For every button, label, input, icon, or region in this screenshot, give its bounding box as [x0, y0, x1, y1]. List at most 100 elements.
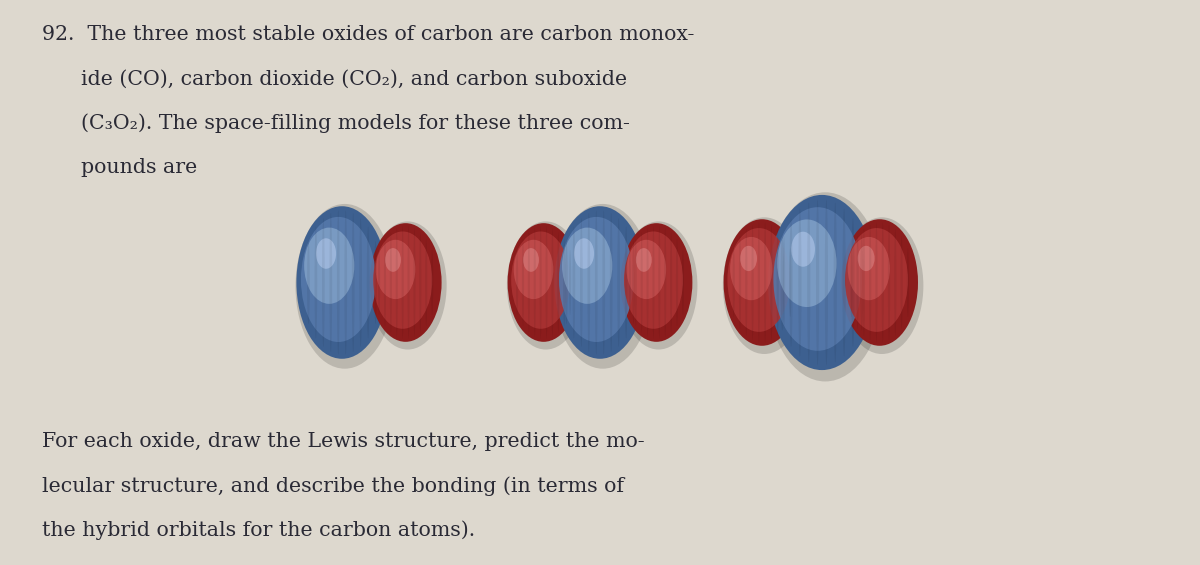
Ellipse shape: [625, 227, 628, 338]
Ellipse shape: [724, 219, 800, 346]
Ellipse shape: [732, 248, 734, 317]
Ellipse shape: [304, 228, 354, 304]
Ellipse shape: [565, 241, 568, 324]
Ellipse shape: [730, 237, 773, 300]
Ellipse shape: [824, 199, 828, 366]
Text: For each oxide, draw the Lewis structure, predict the mo-: For each oxide, draw the Lewis structure…: [42, 432, 644, 451]
Ellipse shape: [301, 217, 376, 342]
Ellipse shape: [764, 223, 767, 342]
Text: (C₃O₂). The space-filling models for these three com-: (C₃O₂). The space-filling models for the…: [42, 114, 630, 133]
Ellipse shape: [647, 228, 649, 337]
Text: ide (CO), carbon dioxide (CO₂), and carbon suboxide: ide (CO), carbon dioxide (CO₂), and carb…: [42, 69, 628, 89]
Ellipse shape: [572, 227, 575, 338]
Ellipse shape: [376, 240, 415, 299]
Ellipse shape: [790, 248, 792, 317]
Ellipse shape: [554, 206, 646, 359]
Ellipse shape: [506, 221, 584, 350]
Ellipse shape: [384, 239, 386, 326]
Ellipse shape: [776, 229, 779, 336]
Ellipse shape: [636, 248, 652, 272]
Ellipse shape: [396, 228, 398, 337]
Ellipse shape: [595, 210, 598, 355]
Ellipse shape: [619, 221, 697, 350]
Ellipse shape: [845, 228, 908, 332]
Ellipse shape: [664, 228, 666, 337]
Ellipse shape: [402, 227, 403, 338]
Ellipse shape: [359, 218, 362, 347]
Ellipse shape: [390, 232, 392, 333]
Ellipse shape: [629, 250, 631, 315]
Ellipse shape: [790, 218, 793, 347]
Ellipse shape: [863, 229, 865, 336]
Ellipse shape: [778, 219, 836, 307]
Ellipse shape: [425, 239, 427, 326]
Ellipse shape: [562, 228, 612, 304]
Ellipse shape: [546, 227, 547, 338]
Ellipse shape: [900, 236, 902, 329]
Ellipse shape: [869, 225, 871, 340]
Ellipse shape: [514, 240, 553, 299]
Ellipse shape: [635, 239, 637, 326]
Ellipse shape: [653, 227, 654, 338]
Ellipse shape: [508, 223, 580, 342]
Ellipse shape: [314, 227, 317, 338]
Ellipse shape: [296, 206, 388, 359]
Ellipse shape: [882, 223, 884, 342]
Ellipse shape: [888, 225, 890, 340]
Ellipse shape: [580, 218, 583, 347]
Ellipse shape: [740, 246, 757, 271]
Ellipse shape: [385, 248, 401, 272]
Ellipse shape: [511, 232, 570, 329]
Ellipse shape: [528, 232, 530, 333]
Ellipse shape: [378, 250, 380, 315]
Ellipse shape: [808, 202, 810, 363]
Ellipse shape: [352, 213, 354, 352]
Ellipse shape: [798, 208, 802, 357]
Ellipse shape: [739, 236, 742, 329]
Ellipse shape: [767, 192, 883, 381]
Ellipse shape: [344, 210, 347, 355]
Ellipse shape: [368, 221, 446, 350]
Ellipse shape: [624, 232, 683, 329]
Ellipse shape: [337, 210, 340, 355]
Ellipse shape: [373, 232, 432, 329]
Ellipse shape: [774, 207, 862, 351]
Ellipse shape: [860, 234, 863, 331]
Ellipse shape: [316, 238, 336, 269]
Ellipse shape: [907, 248, 910, 317]
Ellipse shape: [620, 223, 692, 342]
Ellipse shape: [540, 227, 541, 338]
Ellipse shape: [431, 250, 433, 315]
Ellipse shape: [727, 228, 791, 332]
Ellipse shape: [816, 199, 820, 366]
Ellipse shape: [330, 213, 332, 352]
Ellipse shape: [847, 237, 890, 300]
Ellipse shape: [782, 236, 785, 329]
Ellipse shape: [768, 195, 876, 370]
Ellipse shape: [419, 232, 421, 333]
Ellipse shape: [751, 225, 754, 340]
Ellipse shape: [307, 241, 310, 324]
Ellipse shape: [370, 223, 442, 342]
Ellipse shape: [842, 208, 846, 357]
Ellipse shape: [523, 248, 539, 272]
Ellipse shape: [840, 218, 923, 354]
Ellipse shape: [770, 225, 773, 340]
Ellipse shape: [894, 229, 896, 336]
Ellipse shape: [413, 228, 415, 337]
Ellipse shape: [557, 232, 559, 333]
Text: the hybrid orbitals for the carbon atoms).: the hybrid orbitals for the carbon atoms…: [42, 520, 475, 540]
Ellipse shape: [602, 210, 605, 355]
Ellipse shape: [682, 250, 684, 315]
Text: lecular structure, and describe the bonding (in terms of: lecular structure, and describe the bond…: [42, 476, 624, 496]
Ellipse shape: [569, 250, 571, 315]
Ellipse shape: [516, 250, 518, 315]
Ellipse shape: [553, 204, 652, 369]
Ellipse shape: [791, 232, 815, 267]
Ellipse shape: [610, 213, 612, 352]
Ellipse shape: [676, 239, 678, 326]
Ellipse shape: [574, 238, 594, 269]
Ellipse shape: [632, 241, 635, 324]
Ellipse shape: [559, 217, 634, 342]
Ellipse shape: [659, 227, 660, 338]
